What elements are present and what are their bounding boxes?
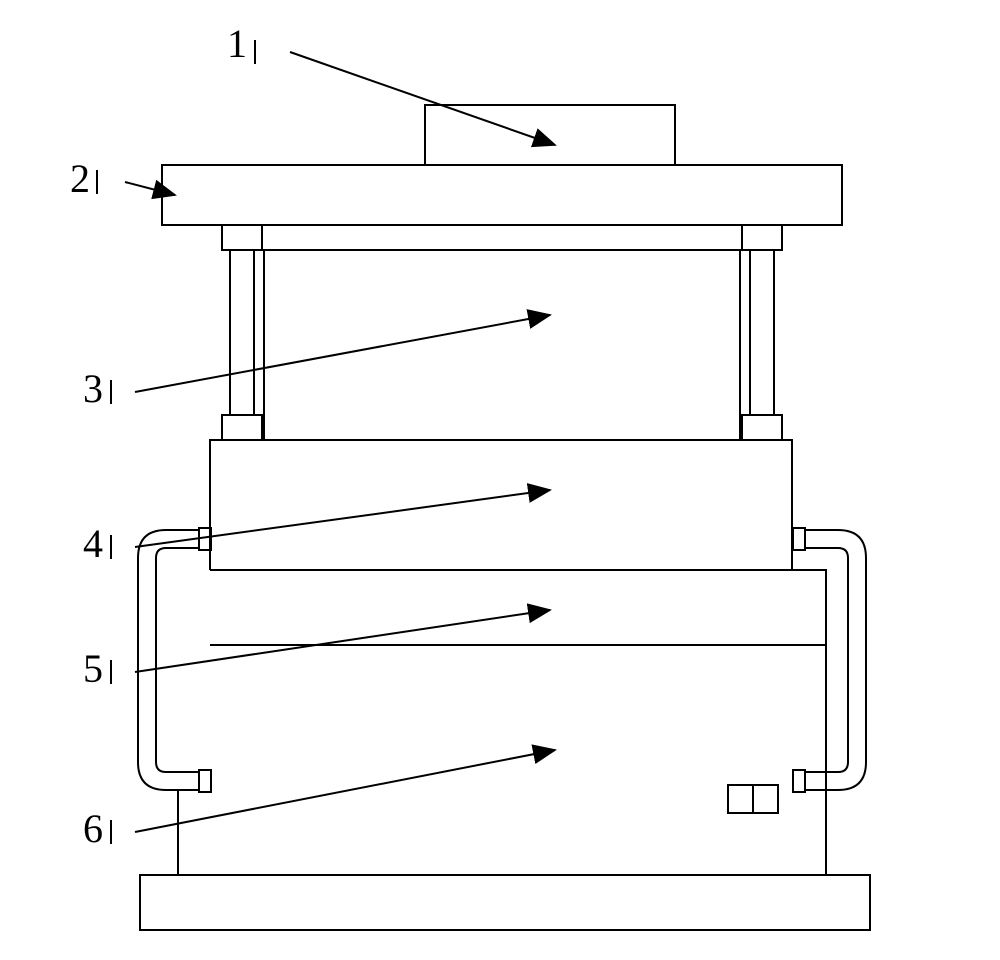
rod-left [230, 250, 254, 415]
label-4: 4 [83, 520, 103, 567]
label-3: 3 [83, 365, 103, 412]
label-6: 6 [83, 805, 103, 852]
guide-left-bot [222, 415, 262, 440]
guide-right-top [742, 225, 782, 250]
guide-left-top [222, 225, 262, 250]
base-plate [140, 875, 870, 930]
label-2: 2 [70, 155, 90, 202]
upper-block [264, 250, 740, 440]
top-hat [425, 105, 675, 165]
pipe-left-clean [138, 528, 211, 792]
label-1: 1 [227, 20, 247, 67]
rod-right [750, 250, 774, 415]
diagram-svg [0, 0, 1000, 960]
tank-body [178, 570, 826, 875]
guide-right-bot [742, 415, 782, 440]
crossbar [162, 165, 842, 225]
label-5: 5 [83, 645, 103, 692]
mid-block [210, 440, 792, 570]
technical-diagram: 1 2 3 4 5 6 [0, 0, 1000, 960]
